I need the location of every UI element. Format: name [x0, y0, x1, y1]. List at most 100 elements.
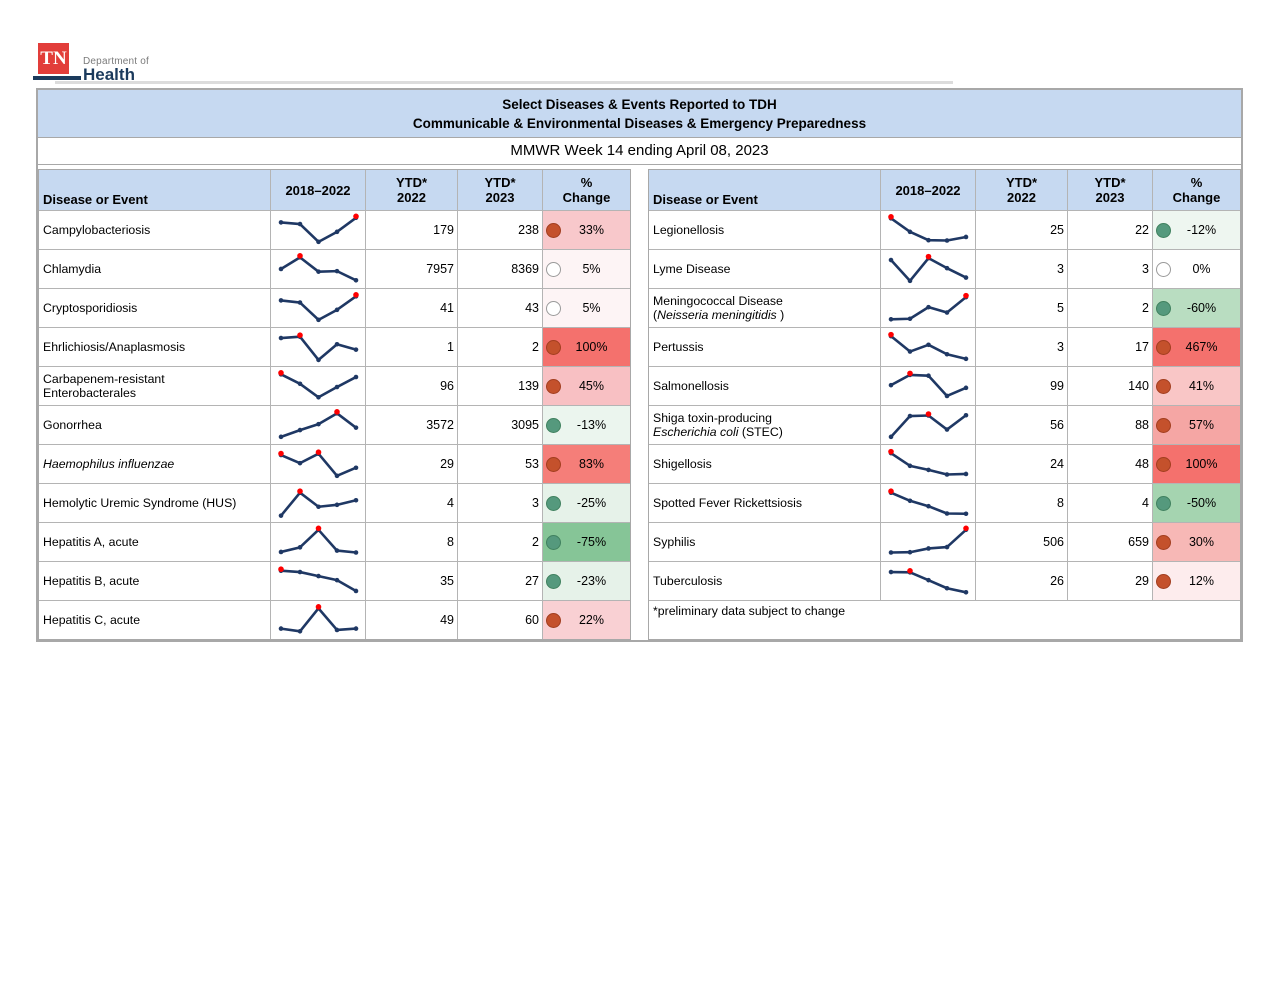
sparkline-point	[925, 503, 931, 508]
trend-flat-icon	[1156, 261, 1171, 277]
col-header-pct-change: % Change	[1152, 170, 1240, 210]
sparkline-path	[889, 413, 967, 438]
sparkline-point	[315, 394, 321, 400]
logo-agency-name: Health	[83, 65, 135, 84]
percent-change-cell: -25%	[542, 484, 630, 522]
ytd-2023-value: 659	[1067, 523, 1152, 561]
ytd-2023-value: 60	[457, 601, 542, 639]
trend-sparkline-chart	[888, 370, 968, 398]
sparkline-point	[925, 545, 931, 551]
ytd-2023-value: 238	[457, 211, 542, 249]
percent-change-cell: -60%	[1152, 289, 1240, 327]
trend-sparkline-chart	[278, 487, 358, 518]
table-gap	[631, 169, 648, 640]
percent-change-value: -25%	[576, 496, 607, 510]
sparkline-point	[353, 424, 358, 430]
sparkline-point	[944, 265, 949, 270]
trend-up-icon	[1156, 378, 1171, 394]
sparkline-point	[944, 351, 949, 357]
trend-sparkline-chart	[277, 565, 358, 593]
disease-name-line: Meningococcal Disease	[653, 294, 783, 308]
sparkline-point	[963, 412, 968, 418]
disease-table-right: Disease or Event 2018–2022 YTD* 2022 YTD*…	[648, 169, 1241, 640]
sparkline-point	[925, 304, 931, 309]
ytd-2022-value: 3572	[365, 406, 457, 444]
ytd-2023-value: 53	[457, 445, 542, 483]
disease-name-line: Hepatitis C, acute	[43, 613, 141, 627]
sparkline-point	[888, 569, 893, 574]
max-point-marker	[277, 565, 284, 572]
disease-name-line: Enterobacterales	[43, 386, 136, 400]
sparkline-point	[925, 237, 931, 243]
trend-sparkline-chart	[278, 408, 358, 439]
disease-name-cell: Lyme Disease	[649, 250, 880, 288]
max-point-marker	[277, 369, 284, 376]
sparkline-point	[334, 473, 339, 478]
col-header-ytd-2023: YTD* 2023	[1067, 170, 1152, 210]
sparkline-point	[907, 229, 912, 234]
ytd-2022-value: 96	[365, 367, 457, 405]
disease-name-line: Escherichia coli (STEC)	[653, 425, 783, 439]
max-point-marker	[887, 213, 894, 220]
sparkline-point	[334, 229, 339, 234]
sparkline-point	[888, 549, 893, 555]
ytd-2022-value: 26	[975, 562, 1067, 600]
trend-sparkline-chart	[887, 448, 968, 477]
sparkline-point	[925, 577, 931, 582]
max-point-marker	[887, 331, 894, 337]
table-row: Hepatitis B, acute 35 27 -23%	[39, 561, 630, 600]
logo-gray-bar	[55, 81, 953, 84]
disease-name-cell: Meningococcal Disease (Neisseria meningit…	[649, 289, 880, 327]
disease-name-cell: Gonorrhea	[39, 406, 270, 444]
trend-sparkline-chart	[278, 213, 359, 244]
sparkline-path	[279, 334, 357, 361]
percent-change-value: 0%	[1192, 262, 1211, 276]
table-row: Hemolytic Uremic Syndrome (HUS) 4 3 -25%	[39, 483, 630, 522]
trend-sparkline-chart	[278, 252, 358, 283]
ytd-2023-value: 139	[457, 367, 542, 405]
sparkline-point	[353, 374, 358, 379]
sparkline-point	[963, 510, 968, 516]
trend-down-icon	[1156, 300, 1171, 316]
max-point-marker	[315, 603, 321, 610]
sparkline-point	[315, 317, 321, 322]
percent-change-value: -23%	[576, 574, 607, 588]
trend-sparkline-cell	[880, 484, 975, 522]
trend-sparkline-cell	[880, 445, 975, 483]
disease-name-cell: Salmonellosis	[649, 367, 880, 405]
sparkline-point	[944, 426, 949, 432]
sparkline-path	[889, 334, 967, 360]
trend-sparkline-chart	[278, 291, 359, 322]
max-point-marker	[925, 253, 931, 259]
trend-up-icon	[1156, 456, 1171, 472]
logo-department-of: Department of	[83, 56, 149, 67]
table-row: Hepatitis A, acute 8 2 -75%	[39, 522, 630, 561]
trend-up-icon	[1156, 417, 1171, 433]
ytd-2023-value: 22	[1067, 211, 1152, 249]
sparkline-point	[963, 356, 968, 361]
report-title-line1: Select Diseases & Events Reported to TDH	[502, 97, 777, 112]
trend-sparkline-chart	[277, 448, 358, 478]
percent-change-cell: 100%	[1152, 445, 1240, 483]
sparkline-path	[279, 528, 357, 554]
trend-sparkline-cell	[270, 367, 365, 405]
col-header-pct-change: % Change	[542, 170, 630, 210]
percent-change-value: 22%	[578, 613, 605, 627]
trend-sparkline-cell	[270, 211, 365, 249]
trend-sparkline-chart	[888, 525, 969, 555]
sparkline-point	[353, 588, 358, 593]
disease-name-cell: Carbapenem-resistant Enterobacterales	[39, 367, 270, 405]
sparkline-point	[888, 382, 893, 387]
ytd-2023-value: 3095	[457, 406, 542, 444]
ytd-2023-value: 8369	[457, 250, 542, 288]
trend-up-icon	[546, 222, 561, 238]
max-point-marker	[887, 448, 894, 454]
trend-sparkline-cell	[880, 562, 975, 600]
ytd-2022-value: 179	[365, 211, 457, 249]
sparkline-path	[279, 490, 357, 517]
disease-name-cell: Spotted Fever Rickettsiosis	[649, 484, 880, 522]
sparkline-point	[888, 316, 893, 322]
percent-change-cell: 12%	[1152, 562, 1240, 600]
max-point-marker	[887, 487, 894, 494]
ytd-2022-value: 506	[975, 523, 1067, 561]
